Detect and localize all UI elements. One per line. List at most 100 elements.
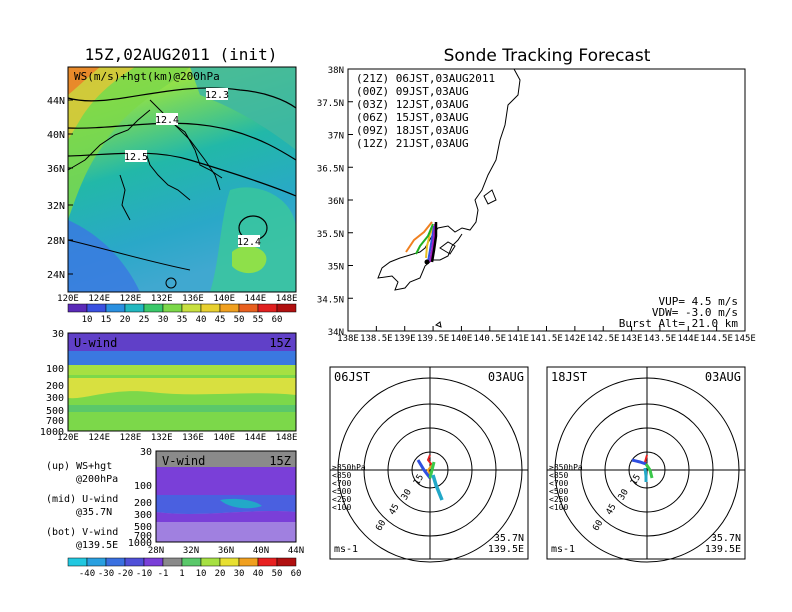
lat-tick-label: 35.5N xyxy=(317,230,344,240)
colorbar-label: 60 xyxy=(291,569,302,579)
lat-tick-label: 36N xyxy=(218,546,234,556)
lon-tick-label: 141E xyxy=(507,334,529,344)
lon-tick-label: 120E xyxy=(57,294,79,304)
p-tick-label: 100 xyxy=(134,481,152,492)
colorbar-swatch xyxy=(105,557,126,567)
p-tick-label: 300 xyxy=(134,510,152,521)
polar-level: <500 xyxy=(549,487,568,496)
wind-colorbar: -40 -30 -20 -10 -1 1 10 20 30 40 50 60 xyxy=(67,557,302,579)
svg-text:(up) WS+hgt: (up) WS+hgt xyxy=(46,461,112,472)
lat-tick-label: 32N xyxy=(47,201,65,212)
legend-entry: (09Z) 18JST,03AUG xyxy=(356,124,469,137)
lon-tick-label: 139E xyxy=(394,334,416,344)
polar-ring-label: 60 xyxy=(374,519,388,533)
colorbar-label: 10 xyxy=(82,315,93,325)
right-title: Sonde Tracking Forecast xyxy=(444,46,651,66)
lon-tick-label: 144E xyxy=(245,294,267,304)
colorbar-label: 60 xyxy=(272,315,283,325)
map-label: WS(m/s)+hgt(km)@200hPa xyxy=(74,70,220,83)
ws-map: 12.3 12.4 12.5 12.4 WS(m/s)+hgt(km)@200h… xyxy=(67,66,297,293)
lon-tick-label: 140.5E xyxy=(474,334,507,344)
polar-level: <700 xyxy=(332,479,351,488)
hodograph-segment xyxy=(643,467,648,482)
colorbar-swatch xyxy=(238,557,259,567)
colorbar-label: 1 xyxy=(179,569,184,579)
polar-frame xyxy=(329,366,529,560)
tracking-info: VUP= 4.5 m/s VDW= -3.0 m/s Burst Alt= 21… xyxy=(619,295,739,330)
u-wind-lon-ticks: 120E 124E 128E 132E 136E 140E 144E 148E xyxy=(57,433,297,443)
polar-unit: ms-1 xyxy=(551,544,575,555)
hodograph-segment xyxy=(644,463,654,479)
tracking-lat-ticks: 38N 37.5N 37N 36.5N 36N 35.5N 35N 34.5N 34N xyxy=(317,66,353,338)
lat-tick-label: 40N xyxy=(253,546,269,556)
lon-tick-label: 140E xyxy=(213,433,235,443)
hodograph-segment xyxy=(428,461,436,479)
lat-tick-label: 34N xyxy=(328,328,344,338)
tracking-map xyxy=(347,68,746,332)
hodograph-segment xyxy=(426,454,433,466)
colorbar-swatch xyxy=(200,303,221,313)
lon-tick-label: 136E xyxy=(182,294,204,304)
lon-tick-label: 128E xyxy=(120,294,142,304)
colorbar-label: 35 xyxy=(177,315,188,325)
polar-level: ≥850hPa xyxy=(332,463,366,472)
lon-tick-label: 142.5E xyxy=(587,334,620,344)
hgt-label: 12.5 xyxy=(124,150,148,163)
polar-level: <850 xyxy=(332,471,351,480)
colorbar-swatch xyxy=(181,557,202,567)
polar-lon: 139.5E xyxy=(488,544,524,555)
lon-tick-label: 143E xyxy=(621,334,643,344)
lat-tick-label: 28N xyxy=(148,546,164,556)
colorbar-swatch xyxy=(124,303,145,313)
svg-text:@139.5E: @139.5E xyxy=(76,540,118,551)
left-lon-ticks: 120E 124E 128E 132E 136E 140E 144E 148E xyxy=(57,294,297,304)
ws-colorbar: 10 15 20 25 30 35 40 45 50 55 60 xyxy=(67,303,297,325)
lon-tick-label: 139.5E xyxy=(417,334,450,344)
svg-text:VUP= 4.5 m/s: VUP= 4.5 m/s xyxy=(659,295,738,308)
colorbar-swatch xyxy=(219,557,240,567)
svg-text:@35.7N: @35.7N xyxy=(76,507,112,518)
p-tick-label: 200 xyxy=(134,498,152,509)
lon-tick-label: 136E xyxy=(182,433,204,443)
colorbar-swatch xyxy=(67,303,88,313)
lon-tick-label: 140E xyxy=(213,294,235,304)
v-wind-label: V-wind xyxy=(162,454,205,468)
left-legend: (up) WS+hgt @200hPa (mid) U-wind @35.7N … xyxy=(46,461,118,551)
polar-time: 06JST xyxy=(334,370,370,384)
colorbar-label: 45 xyxy=(215,315,226,325)
lat-tick-label: 36.5N xyxy=(317,164,344,174)
polar-lat: 35.7N xyxy=(711,533,741,544)
tracking-legend: (21Z) 06JST,03AUG2011(00Z) 09JST,03AUG(0… xyxy=(356,72,495,150)
colorbar-label: -40 xyxy=(79,569,95,579)
lon-tick-label: 128E xyxy=(120,433,142,443)
lat-tick-label: 28N xyxy=(47,236,65,247)
svg-text:12.4: 12.4 xyxy=(155,115,179,126)
polar-level: <100 xyxy=(549,503,568,512)
colorbar-swatch xyxy=(257,303,278,313)
svg-text:(mid) U-wind: (mid) U-wind xyxy=(46,494,118,505)
colorbar-label: 40 xyxy=(196,315,207,325)
colorbar-swatch xyxy=(276,557,297,567)
polar-ring-label: 15 xyxy=(629,473,643,487)
p-tick-label: 100 xyxy=(46,364,64,375)
colorbar-label: 50 xyxy=(234,315,245,325)
lat-tick-label: 44N xyxy=(47,96,65,107)
colorbar-label: 40 xyxy=(253,569,264,579)
lon-tick-label: 124E xyxy=(88,433,110,443)
left-title: 15Z,02AUG2011 (init) xyxy=(85,45,278,64)
colorbar-label: -10 xyxy=(136,569,152,579)
polar-lat: 35.7N xyxy=(494,533,524,544)
polar-level: ≥850hPa xyxy=(549,463,583,472)
legend-entry: (03Z) 12JST,03AUG xyxy=(356,98,469,111)
colorbar-swatch xyxy=(86,557,107,567)
polar-date: 03AUG xyxy=(488,370,524,384)
polar-level: <500 xyxy=(332,487,351,496)
colorbar-swatch xyxy=(162,557,183,567)
v-wind-lat-ticks: 28N 32N 36N 40N 44N xyxy=(148,546,304,556)
hgt-label: 12.4 xyxy=(155,113,179,126)
colorbar-label: 20 xyxy=(120,315,131,325)
lat-tick-label: 44N xyxy=(288,546,304,556)
colorbar-swatch xyxy=(143,557,164,567)
